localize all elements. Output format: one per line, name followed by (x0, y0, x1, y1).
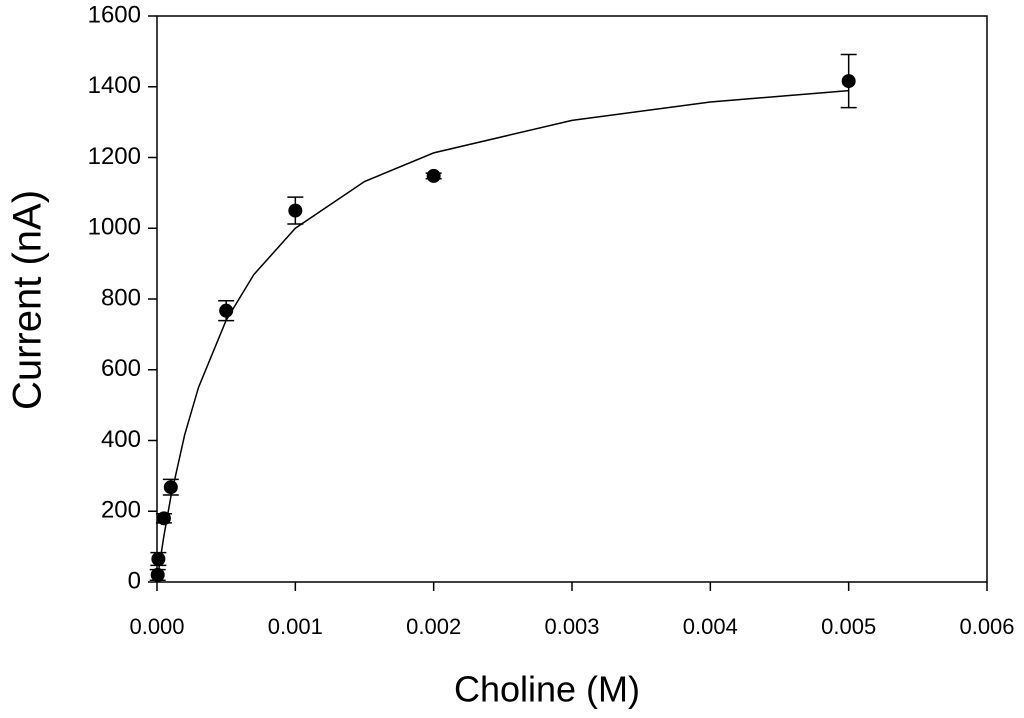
y-tick-label: 200 (101, 497, 141, 524)
data-point (219, 303, 234, 318)
data-point (426, 168, 441, 183)
y-tick-label: 600 (101, 355, 141, 382)
plot-frame (156, 15, 988, 583)
y-tick-label: 1200 (88, 143, 141, 170)
fit-curve (156, 89, 849, 583)
data-point (163, 480, 178, 495)
y-axis-title: Current (nA) (6, 190, 50, 410)
data-point (841, 74, 856, 89)
data-point (150, 567, 165, 582)
data-point (288, 203, 303, 218)
x-tick-label: 0.006 (959, 614, 1014, 639)
x-axis-title: Choline (M) (454, 669, 640, 710)
x-tick-label: 0.000 (129, 614, 184, 639)
x-tick-label: 0.002 (406, 614, 461, 639)
x-tick-label: 0.005 (821, 614, 876, 639)
y-tick-label: 1600 (88, 1, 141, 28)
y-tick-label: 0 (128, 567, 141, 594)
x-tick-label: 0.001 (268, 614, 323, 639)
data-point (156, 511, 171, 526)
x-tick-label: 0.004 (683, 614, 738, 639)
y-tick-label: 400 (101, 426, 141, 453)
y-tick-label: 1000 (88, 214, 141, 241)
data-point (151, 552, 166, 567)
x-tick-label: 0.003 (544, 614, 599, 639)
y-tick-label: 800 (101, 284, 141, 311)
y-tick-label: 1400 (88, 72, 141, 99)
